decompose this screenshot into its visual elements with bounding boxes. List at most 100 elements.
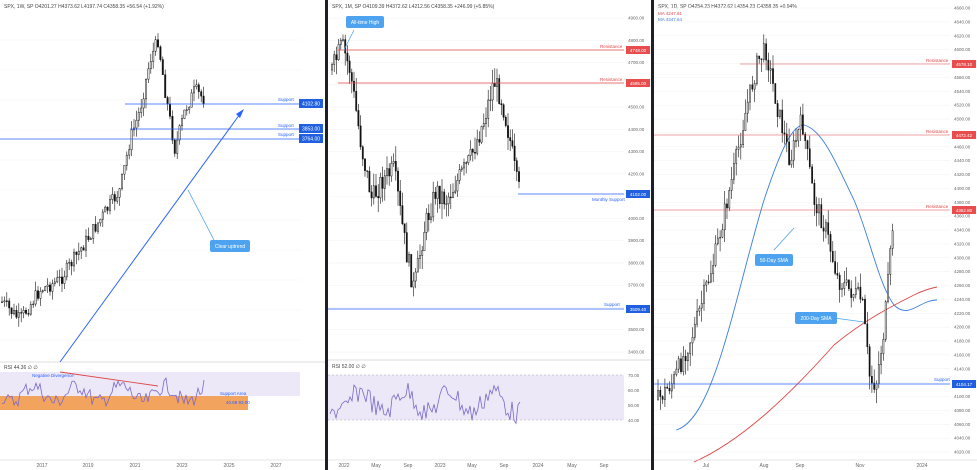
candle-body: [405, 232, 408, 263]
candle-body: [449, 196, 452, 199]
candle-body: [416, 257, 419, 273]
candle-body: [359, 125, 362, 148]
candle-body: [841, 288, 843, 290]
weekly-chart-panel[interactable]: SPX, 1W, SP O4201.27 H4373.62 L4197.74 C…: [0, 0, 325, 470]
candle-body: [403, 223, 406, 233]
candle-body: [802, 114, 804, 135]
clear-uptrend-text: Clear uptrend: [215, 244, 246, 250]
monthly-candles: [331, 34, 520, 297]
candle-body: [41, 290, 44, 292]
candle-body: [34, 290, 37, 305]
ma50-callout: [755, 254, 793, 266]
candle-body: [82, 247, 85, 251]
candle-body: [723, 203, 726, 231]
x-tick: 2019: [82, 463, 93, 469]
support-price-value: 3853.00: [302, 127, 320, 133]
candle-body: [887, 274, 889, 302]
resistance-price-tag: [952, 206, 976, 214]
candle-body: [758, 55, 761, 59]
monthly-support-label: Monthly Support: [592, 197, 626, 202]
candle-body: [149, 61, 152, 70]
price-tick: 4520.00: [954, 103, 971, 108]
candle-body: [106, 206, 109, 211]
price-tick: 4040.00: [954, 436, 971, 441]
candle-body: [375, 185, 377, 197]
candle-body: [408, 254, 410, 263]
candle-body: [423, 232, 426, 251]
x-tick: Nov: [856, 463, 865, 469]
all-time-high-callout: [346, 16, 384, 28]
candle-body: [753, 83, 756, 90]
candle-body: [698, 307, 701, 312]
daily-chart-svg[interactable]: SPX, 1D, SP O4254.23 H4372.62 L4354.23 C…: [654, 0, 977, 470]
candle-body: [769, 68, 772, 71]
weekly-chart-svg[interactable]: SPX, 1W, SP O4201.27 H4373.62 L4197.74 C…: [0, 0, 325, 470]
candle-body: [181, 118, 183, 127]
candle-body: [438, 185, 441, 204]
candle-body: [852, 294, 855, 298]
candle-body: [427, 212, 430, 220]
candle-body: [687, 353, 689, 362]
resistance-label: Resistance: [600, 77, 623, 82]
rsi-tick: 70.00: [628, 373, 640, 378]
support-price-tag: [299, 124, 323, 133]
candle-body: [200, 91, 203, 97]
support-price-value: 4104.17: [956, 382, 973, 387]
candle-body: [111, 194, 114, 200]
panel-divider[interactable]: [325, 0, 328, 470]
monthly-chart-panel[interactable]: SPX, 1M, SP O4109.39 H4372.62 L4212.56 C…: [328, 0, 651, 470]
price-tick: 4300.00: [628, 149, 645, 154]
candle-body: [458, 169, 461, 181]
candle-body: [37, 290, 39, 299]
rsi-tick: 40.00: [628, 418, 640, 423]
support-label: Support: [278, 97, 295, 102]
candle-body: [774, 83, 777, 104]
candle-body: [118, 188, 121, 198]
negative-divergence-label: Negative Divergence: [32, 373, 74, 378]
candle-body: [27, 313, 30, 315]
candle-body: [882, 339, 885, 354]
x-tick: Sep: [500, 463, 509, 469]
candle-body: [850, 288, 853, 298]
candle-body: [159, 46, 162, 60]
candle-body: [381, 176, 384, 189]
negative-divergence-line: [59, 371, 159, 387]
candle-body: [737, 146, 740, 150]
candle-body: [682, 356, 685, 372]
price-tick: 4400.00: [954, 186, 971, 191]
candle-body: [880, 353, 882, 365]
candle-body: [164, 74, 167, 98]
candle-body: [670, 383, 673, 392]
daily-chart-panel[interactable]: SPX, 1D, SP O4254.23 H4372.62 L4354.23 C…: [654, 0, 977, 470]
candle-body: [10, 307, 13, 315]
candle-body: [728, 190, 731, 209]
candle-body: [169, 103, 171, 117]
candle-body: [664, 386, 666, 400]
candle-body: [335, 54, 338, 60]
candle-body: [401, 205, 404, 224]
price-tick: 4140.00: [954, 366, 971, 371]
candle-body: [22, 309, 25, 314]
candle-body: [875, 383, 878, 390]
candle-body: [49, 284, 51, 292]
panel-divider[interactable]: [651, 0, 654, 470]
candle-body: [5, 300, 8, 302]
candle-body: [441, 191, 443, 204]
resistance-price-tag: [952, 60, 976, 68]
ma-readout: MA 4347.64: [658, 17, 683, 22]
candle-body: [130, 129, 133, 150]
candle-body: [884, 301, 887, 340]
x-tick: 2024: [532, 463, 543, 469]
ma-readout: MA 4247.61: [658, 11, 683, 16]
candle-body: [65, 262, 68, 278]
daily-candles: [657, 34, 894, 410]
price-tick: 4460.00: [954, 144, 971, 149]
monthly-header: SPX, 1M, SP O4109.39 H4372.62 L4212.56 C…: [332, 4, 495, 10]
x-tick: 2023: [434, 463, 445, 469]
candle-body: [434, 191, 437, 199]
candle-body: [463, 162, 465, 169]
candle-body: [104, 206, 107, 213]
candle-body: [788, 141, 790, 165]
monthly-chart-svg[interactable]: SPX, 1M, SP O4109.39 H4372.62 L4212.56 C…: [328, 0, 651, 470]
price-tick: 3700.00: [628, 283, 645, 288]
